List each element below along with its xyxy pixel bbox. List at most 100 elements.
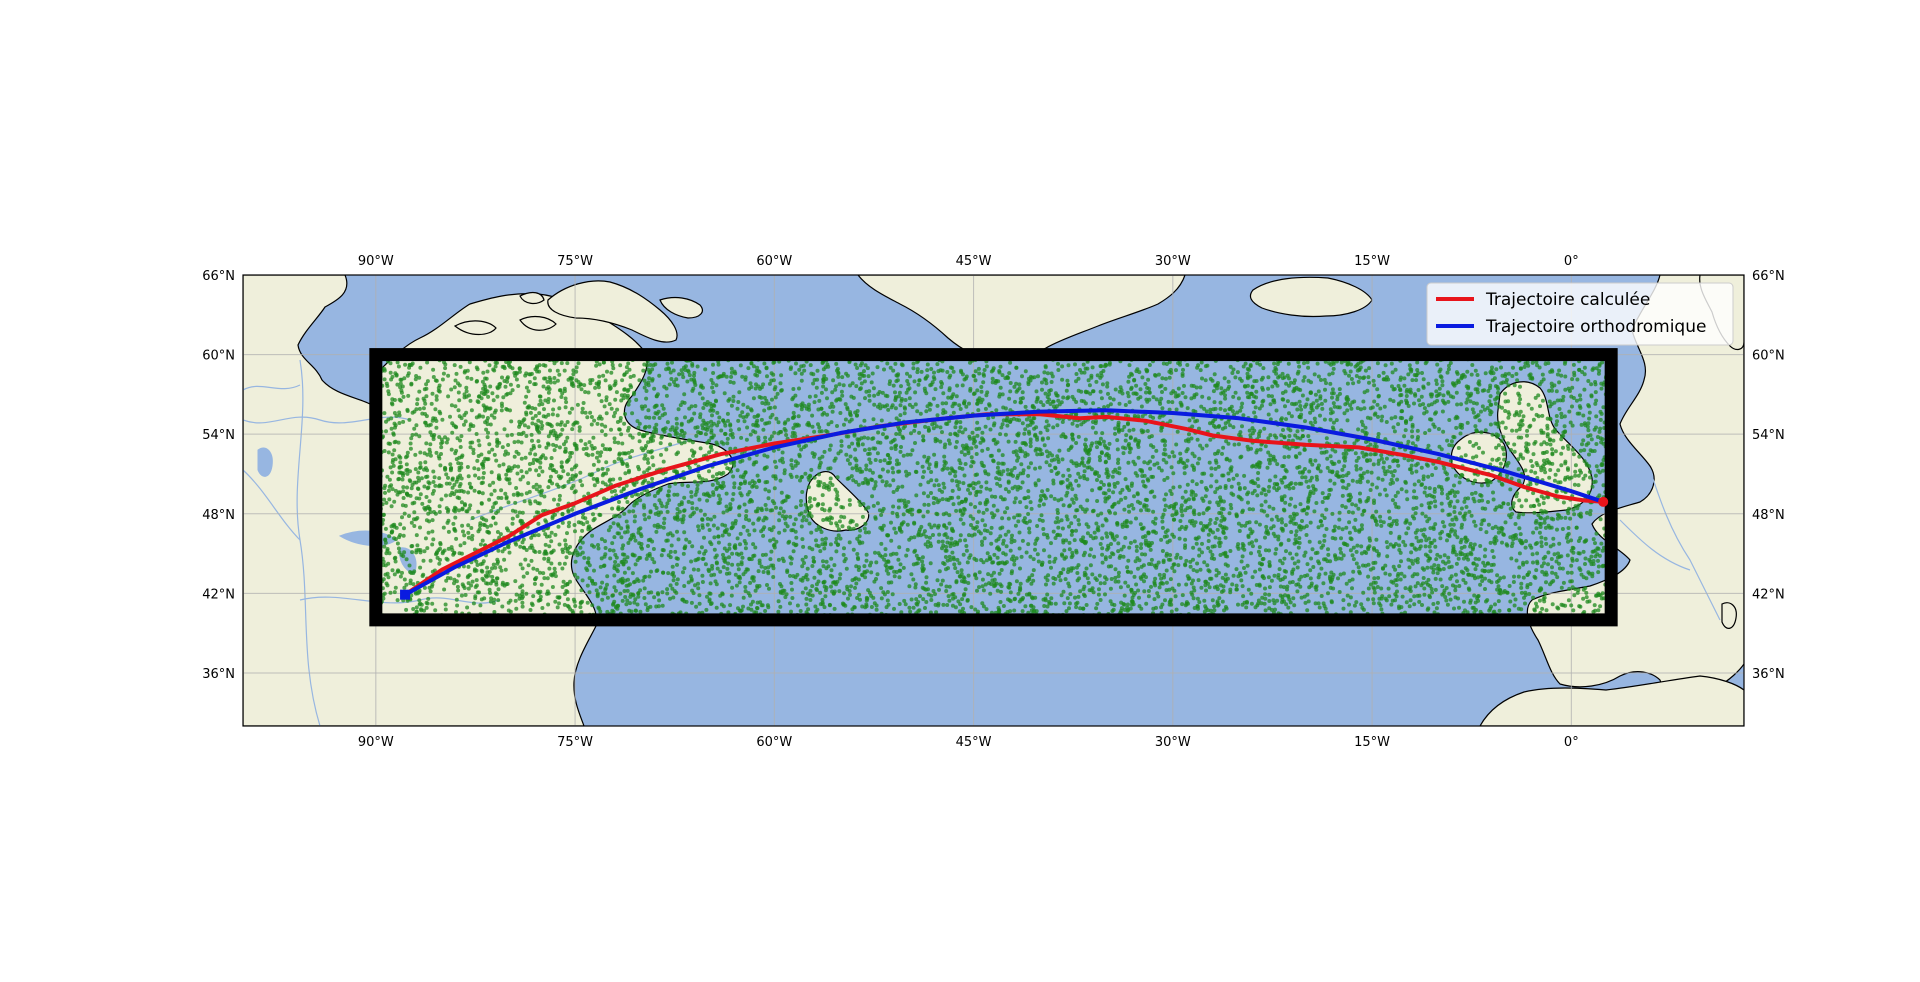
scatter-point [504,407,509,411]
scatter-point [446,373,451,378]
scatter-point [530,421,535,426]
scatter-point [1219,511,1224,516]
scatter-point [1379,418,1384,423]
scatter-point [495,443,500,448]
scatter-point [568,579,572,584]
scatter-point [771,372,776,377]
scatter-point [1524,498,1529,503]
scatter-point [1594,414,1599,419]
scatter-point [727,542,732,547]
scatter-point [1427,544,1432,549]
scatter-point [966,487,970,492]
scatter-point [633,538,638,543]
scatter-point [499,488,504,493]
scatter-point [1203,486,1208,490]
scatter-point [1013,523,1018,528]
scatter-point [1326,591,1330,596]
scatter-point [1331,401,1336,406]
scatter-point [1202,598,1207,603]
scatter-point [768,538,773,543]
scatter-point [973,505,978,509]
scatter-point [1561,394,1566,399]
scatter-point [552,497,556,502]
scatter-point [1419,465,1424,470]
scatter-point [858,597,862,602]
scatter-point [389,426,394,431]
scatter-point [1343,505,1348,510]
scatter-point [668,442,673,447]
scatter-point [514,606,519,611]
scatter-point [740,410,745,415]
scatter-point [1582,365,1587,370]
scatter-point [1342,464,1347,469]
scatter-point [1589,382,1594,387]
scatter-point [612,440,617,445]
scatter-point [936,483,941,488]
scatter-point [771,537,776,542]
scatter-point [955,570,960,575]
scatter-point [1090,488,1095,493]
scatter-point [904,553,909,558]
scatter-point [1496,599,1501,604]
scatter-point [1105,381,1110,386]
scatter-point [520,510,525,515]
scatter-point [1101,439,1106,444]
scatter-point [543,456,548,461]
scatter-point [940,401,945,406]
scatter-point [438,541,443,545]
scatter-point [1362,549,1367,554]
scatter-point [858,386,863,391]
scatter-point [514,449,519,454]
scatter-point [831,378,836,383]
scatter-point [953,566,958,571]
scatter-point [867,398,872,403]
scatter-point [495,561,500,566]
scatter-point [873,458,878,462]
scatter-point [601,373,606,378]
scatter-point [1003,406,1008,411]
scatter-point [1137,604,1142,609]
scatter-point [456,408,461,413]
scatter-point [734,583,739,588]
scatter-point [1526,402,1531,407]
scatter-point [847,498,852,503]
scatter-point [1460,522,1464,527]
scatter-point [397,421,402,425]
scatter-point [563,439,568,444]
scatter-point [1485,406,1490,410]
scatter-point [597,374,602,379]
scatter-point [1017,546,1022,551]
scatter-point [560,391,565,396]
scatter-point [958,533,963,538]
scatter-point [1165,540,1170,545]
scatter-point [1452,510,1457,514]
scatter-point [979,484,984,489]
scatter-point [969,446,974,451]
scatter-point [453,404,458,409]
scatter-point [1051,576,1056,580]
scatter-point [612,459,617,464]
scatter-point [1292,561,1297,566]
scatter-point [1582,448,1587,453]
scatter-point [431,437,436,442]
scatter-point [802,368,807,373]
scatter-point [1517,551,1522,556]
scatter-point [875,501,880,506]
scatter-point [661,406,666,411]
scatter-point [1024,505,1029,510]
scatter-point [957,561,962,566]
scatter-point [1243,523,1248,528]
scatter-point [1389,416,1394,421]
scatter-point [891,368,896,373]
scatter-point [747,532,752,537]
scatter-point [1299,595,1304,600]
scatter-point [560,585,565,589]
scatter-point [703,562,708,567]
scatter-point [975,433,980,438]
scatter-point [1511,537,1516,542]
scatter-point [1387,465,1392,469]
scatter-point [1136,441,1141,445]
scatter-point [433,407,438,412]
scatter-point [661,459,666,464]
scatter-point [488,384,493,389]
